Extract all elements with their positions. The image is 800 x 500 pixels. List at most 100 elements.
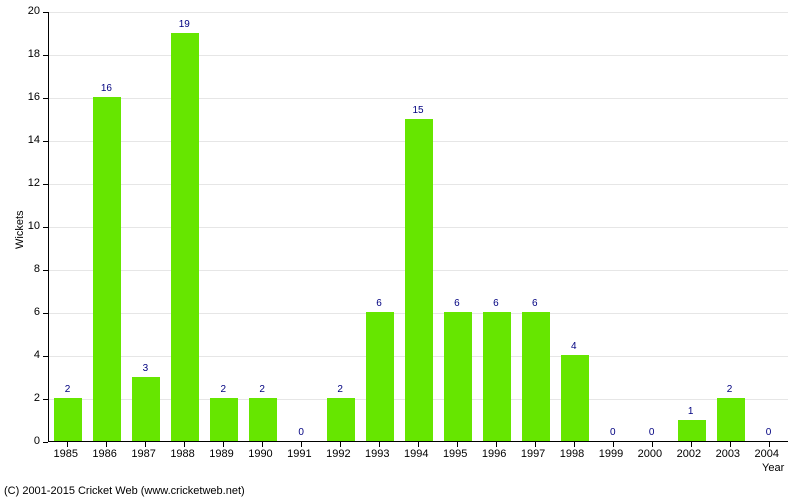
y-tick-label: 4: [18, 349, 40, 361]
gridline: [49, 12, 788, 13]
bar: [54, 398, 82, 441]
x-tick-mark: [106, 442, 107, 447]
x-axis-label: Year: [762, 462, 784, 474]
bar-value-label: 2: [65, 384, 71, 395]
x-tick-label: 2003: [716, 448, 740, 460]
plot-area: [48, 12, 788, 442]
x-tick-mark: [379, 442, 380, 447]
y-tick-mark: [43, 356, 48, 357]
x-tick-mark: [574, 442, 575, 447]
bar: [522, 312, 550, 441]
x-tick-mark: [145, 442, 146, 447]
x-tick-label: 1989: [209, 448, 233, 460]
x-tick-label: 1994: [404, 448, 428, 460]
copyright-text: (C) 2001-2015 Cricket Web (www.cricketwe…: [4, 485, 245, 497]
x-tick-mark: [535, 442, 536, 447]
x-tick-mark: [652, 442, 653, 447]
y-tick-label: 20: [18, 5, 40, 17]
bar: [93, 97, 121, 441]
bar: [483, 312, 511, 441]
bar-value-label: 6: [493, 298, 499, 309]
x-tick-label: 1985: [53, 448, 77, 460]
bar: [132, 377, 160, 442]
y-tick-mark: [43, 55, 48, 56]
x-tick-label: 1988: [170, 448, 194, 460]
x-tick-mark: [67, 442, 68, 447]
x-tick-mark: [340, 442, 341, 447]
gridline: [49, 98, 788, 99]
x-tick-label: 1999: [599, 448, 623, 460]
bar: [405, 119, 433, 442]
bar: [366, 312, 394, 441]
y-tick-label: 12: [18, 177, 40, 189]
bar-value-label: 1: [688, 406, 694, 417]
x-tick-mark: [613, 442, 614, 447]
bar-value-label: 4: [571, 341, 577, 352]
bar-value-label: 16: [101, 83, 112, 94]
y-tick-mark: [43, 270, 48, 271]
y-tick-label: 2: [18, 392, 40, 404]
x-tick-label: 1996: [482, 448, 506, 460]
x-tick-label: 1998: [560, 448, 584, 460]
x-tick-label: 1990: [248, 448, 272, 460]
y-tick-label: 14: [18, 134, 40, 146]
x-tick-label: 1997: [521, 448, 545, 460]
x-tick-label: 1993: [365, 448, 389, 460]
x-tick-mark: [457, 442, 458, 447]
y-tick-label: 10: [18, 220, 40, 232]
y-tick-mark: [43, 399, 48, 400]
bar-value-label: 2: [337, 384, 343, 395]
y-tick-label: 18: [18, 48, 40, 60]
x-tick-label: 1986: [92, 448, 116, 460]
x-tick-mark: [301, 442, 302, 447]
x-tick-label: 2002: [677, 448, 701, 460]
bar: [327, 398, 355, 441]
y-tick-mark: [43, 227, 48, 228]
y-tick-label: 0: [18, 435, 40, 447]
bar-value-label: 3: [143, 363, 149, 374]
bar-value-label: 2: [220, 384, 226, 395]
y-tick-mark: [43, 12, 48, 13]
x-tick-mark: [184, 442, 185, 447]
bar-value-label: 19: [179, 19, 190, 30]
x-tick-mark: [418, 442, 419, 447]
bar-value-label: 6: [454, 298, 460, 309]
bar-value-label: 0: [649, 427, 655, 438]
chart-container: Wickets Year (C) 2001-2015 Cricket Web (…: [0, 0, 800, 500]
bar-value-label: 6: [532, 298, 538, 309]
y-tick-label: 16: [18, 91, 40, 103]
bar: [249, 398, 277, 441]
bar-value-label: 0: [766, 427, 772, 438]
x-tick-label: 2004: [755, 448, 779, 460]
x-tick-mark: [769, 442, 770, 447]
y-tick-mark: [43, 184, 48, 185]
x-tick-mark: [262, 442, 263, 447]
x-tick-mark: [691, 442, 692, 447]
bar-value-label: 0: [298, 427, 304, 438]
y-tick-mark: [43, 442, 48, 443]
y-tick-label: 6: [18, 306, 40, 318]
y-tick-mark: [43, 313, 48, 314]
bar-value-label: 0: [610, 427, 616, 438]
bar-value-label: 2: [727, 384, 733, 395]
x-tick-label: 2000: [638, 448, 662, 460]
x-tick-mark: [730, 442, 731, 447]
bar: [210, 398, 238, 441]
gridline: [49, 55, 788, 56]
bar: [678, 420, 706, 442]
bar: [717, 398, 745, 441]
bar-value-label: 2: [259, 384, 265, 395]
x-tick-mark: [223, 442, 224, 447]
x-tick-label: 1991: [287, 448, 311, 460]
x-tick-label: 1987: [131, 448, 155, 460]
bar: [444, 312, 472, 441]
y-tick-mark: [43, 141, 48, 142]
bar-value-label: 6: [376, 298, 382, 309]
bar: [561, 355, 589, 441]
x-tick-mark: [496, 442, 497, 447]
x-tick-label: 1992: [326, 448, 350, 460]
y-tick-mark: [43, 98, 48, 99]
bar-value-label: 15: [412, 105, 423, 116]
bar: [171, 33, 199, 442]
y-tick-label: 8: [18, 263, 40, 275]
